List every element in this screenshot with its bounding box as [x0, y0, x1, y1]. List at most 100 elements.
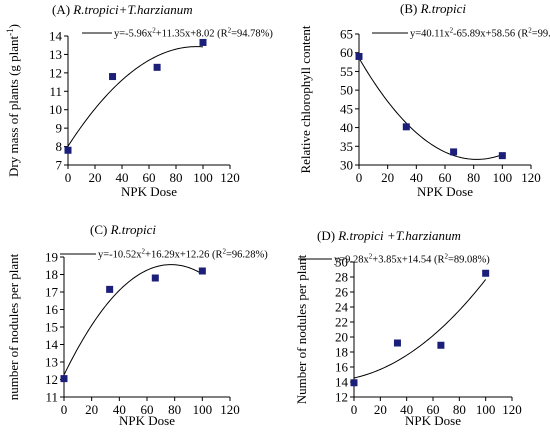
data-point — [437, 341, 445, 349]
y-tick-label: 14 — [49, 29, 63, 44]
x-tick-label: 20 — [374, 402, 387, 417]
fit-curve — [353, 279, 487, 379]
y-axis-title: Relative chlorophyll content — [298, 25, 313, 173]
y-tick-label: 11 — [49, 84, 62, 99]
y-tick-label: 28 — [335, 270, 348, 285]
x-tick-label: 100 — [193, 170, 213, 185]
x-tick-label: 120 — [220, 170, 240, 185]
y-tick-label: 15 — [45, 320, 58, 335]
y-tick-label: 50 — [340, 83, 353, 98]
legend-equation: y=-10.52x2+16.29x+12.26 (R2=96.28%) — [98, 248, 268, 261]
data-point — [393, 339, 401, 347]
data-point — [106, 285, 114, 293]
fit-curve — [63, 264, 203, 376]
y-tick-label: 35 — [340, 139, 353, 154]
x-tick-label: 120 — [521, 170, 541, 185]
y-tick-label: 12 — [335, 390, 348, 405]
x-tick-label: 60 — [427, 402, 440, 417]
x-tick-label: 0 — [356, 170, 363, 185]
x-tick-label: 20 — [381, 170, 394, 185]
data-point — [109, 73, 117, 81]
x-tick-label: 100 — [493, 170, 513, 185]
y-tick-label: 7 — [56, 158, 63, 173]
y-tick-label: 18 — [335, 345, 348, 360]
x-tick-label: 40 — [116, 170, 129, 185]
x-axis-title: NPK Dose — [417, 184, 473, 199]
x-tick-label: 80 — [168, 402, 181, 417]
y-tick-label: 55 — [340, 64, 353, 79]
y-tick-label: 18 — [45, 267, 58, 282]
x-tick-label: 0 — [65, 170, 72, 185]
data-point — [199, 38, 207, 46]
y-tick-label: 14 — [335, 375, 349, 390]
data-point — [60, 375, 68, 383]
x-tick-label: 120 — [502, 402, 522, 417]
y-tick-label: 16 — [335, 360, 349, 375]
y-tick-label: 24 — [335, 300, 349, 315]
x-tick-label: 20 — [85, 402, 98, 417]
legend-equation: y=40.11x2-65.89x+58.56 (R2=99.47%) — [410, 27, 550, 40]
x-tick-label: 80 — [467, 170, 480, 185]
y-tick-label: 40 — [340, 120, 353, 135]
x-tick-label: 120 — [220, 402, 240, 417]
x-tick-label: 100 — [476, 402, 496, 417]
data-point — [64, 146, 72, 154]
legend-equation: y=9.28x2+3.85x+14.54 (R2=89.08%) — [334, 253, 490, 266]
x-axis-title: NPK Dose — [119, 413, 175, 428]
panel-title: (B) R.tropici — [400, 1, 466, 16]
data-point — [402, 123, 410, 131]
x-tick-label: 80 — [170, 170, 183, 185]
y-tick-label: 13 — [49, 47, 62, 62]
y-tick-label: 14 — [45, 337, 59, 352]
y-tick-label: 19 — [45, 250, 58, 265]
x-tick-label: 80 — [453, 402, 466, 417]
data-point — [355, 52, 363, 60]
chart-panel-a: 7 8 9 10 11 12 13 14 0 20 40 60 80 100 120 NPK Dose Dry … — [5, 2, 273, 199]
y-tick-label: 22 — [335, 315, 348, 330]
x-axis-title: NPK Dose — [121, 184, 177, 199]
y-tick-label: 16 — [45, 302, 59, 317]
x-tick-label: 0 — [61, 402, 68, 417]
panel-title: (A) R.tropici+T.harzianum — [52, 2, 193, 17]
data-point — [482, 269, 490, 277]
y-tick-label: 26 — [335, 285, 349, 300]
data-point — [151, 274, 159, 282]
y-tick-label: 10 — [49, 102, 62, 117]
data-point — [153, 63, 161, 71]
y-tick-label: 17 — [45, 285, 59, 300]
data-point — [450, 148, 458, 156]
x-tick-label: 100 — [193, 402, 213, 417]
chart-panel-b: 30 35 40 45 50 55 60 65 0 20 40 60 80 100 120 NPK Dose R… — [298, 1, 550, 199]
fit-curve — [67, 46, 204, 147]
x-tick-label: 60 — [143, 170, 156, 185]
data-point — [498, 152, 506, 160]
y-tick-label: 30 — [340, 158, 353, 173]
y-tick-label: 12 — [49, 65, 62, 80]
y-tick-label: 11 — [45, 390, 58, 405]
x-tick-label: 40 — [400, 402, 413, 417]
x-tick-label: 20 — [89, 170, 102, 185]
y-axis-title: Dry mass of plants (g plant-1) — [5, 24, 21, 177]
chart-panel-c: 11 12 13 14 15 16 17 18 19 0 20 40 60 80 100 120 NPK Dos… — [6, 222, 268, 428]
x-tick-label: 0 — [351, 402, 358, 417]
y-tick-label: 9 — [56, 121, 63, 136]
panel-title: (D) R.tropici +T.harzianum — [317, 228, 461, 243]
y-tick-label: 65 — [340, 27, 353, 42]
y-axis-title: number of nodules per plant — [6, 253, 21, 400]
x-axis-title: NPK Dose — [405, 413, 461, 428]
y-tick-label: 12 — [45, 372, 58, 387]
panel-title: (C) R.tropici — [90, 222, 156, 237]
legend-equation: y=-5.96x2+11.35x+8.02 (R2=94.78%) — [114, 27, 273, 40]
y-tick-label: 20 — [335, 330, 348, 345]
x-tick-label: 40 — [410, 170, 423, 185]
x-tick-label: 40 — [113, 402, 126, 417]
y-tick-label: 8 — [56, 139, 63, 154]
x-tick-label: 60 — [141, 402, 154, 417]
fit-curve — [358, 57, 503, 160]
y-tick-label: 45 — [340, 101, 353, 116]
data-point — [198, 267, 206, 275]
y-tick-label: 13 — [45, 355, 58, 370]
